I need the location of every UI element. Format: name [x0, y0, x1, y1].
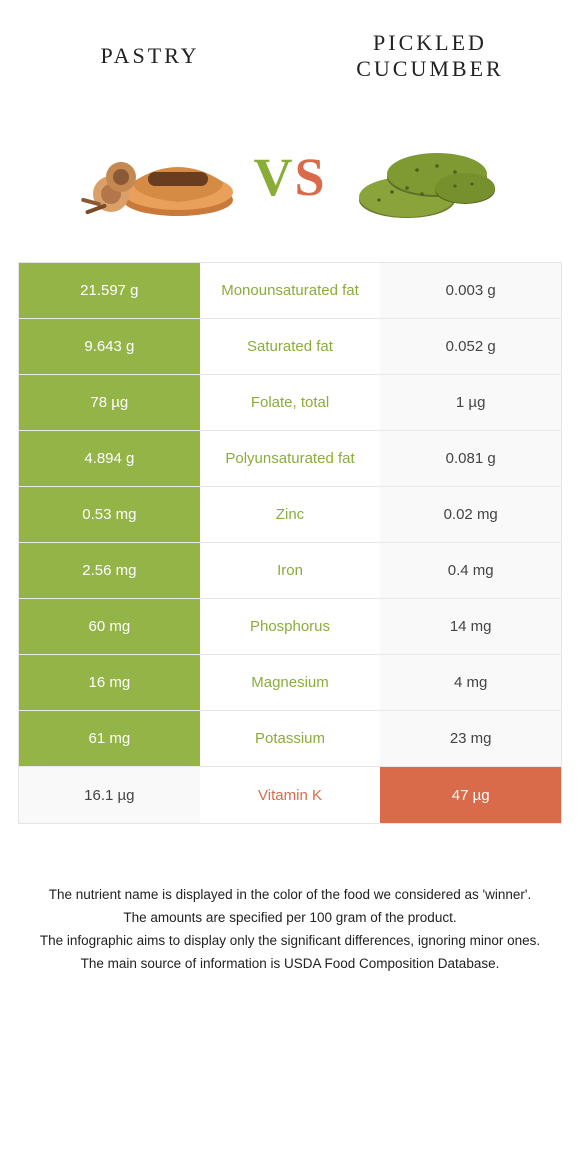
footnote-line: The infographic aims to display only the…: [30, 930, 550, 953]
left-value: 2.56 mg: [19, 543, 200, 598]
food-right-title: Pickled cucumber: [304, 30, 556, 82]
table-row: 16 mgMagnesium4 mg: [19, 655, 561, 711]
table-row: 60 mgPhosphorus14 mg: [19, 599, 561, 655]
right-value: 47 µg: [380, 767, 561, 823]
vs-row: VS: [0, 102, 580, 262]
food-left-title: Pastry: [24, 43, 276, 69]
left-value: 4.894 g: [19, 431, 200, 486]
nutrient-name: Vitamin K: [200, 767, 381, 823]
vs-v-letter: V: [253, 147, 294, 207]
nutrient-name: Phosphorus: [200, 599, 381, 654]
left-value: 16 mg: [19, 655, 200, 710]
left-value: 0.53 mg: [19, 487, 200, 542]
right-value: 1 µg: [380, 375, 561, 430]
table-row: 78 µgFolate, total1 µg: [19, 375, 561, 431]
right-value: 4 mg: [380, 655, 561, 710]
vs-s-letter: S: [294, 147, 326, 207]
pickle-image: [337, 122, 507, 232]
right-value: 14 mg: [380, 599, 561, 654]
footnote-line: The amounts are specified per 100 gram o…: [30, 907, 550, 930]
nutrient-name: Potassium: [200, 711, 381, 766]
left-value: 9.643 g: [19, 319, 200, 374]
left-value: 16.1 µg: [19, 767, 200, 823]
right-value: 0.081 g: [380, 431, 561, 486]
table-row: 61 mgPotassium23 mg: [19, 711, 561, 767]
table-row: 16.1 µgVitamin K47 µg: [19, 767, 561, 823]
right-value: 23 mg: [380, 711, 561, 766]
left-value: 60 mg: [19, 599, 200, 654]
table-row: 21.597 gMonounsaturated fat0.003 g: [19, 263, 561, 319]
right-value: 0.052 g: [380, 319, 561, 374]
pastry-image: [73, 122, 243, 232]
left-value: 78 µg: [19, 375, 200, 430]
left-value: 21.597 g: [19, 263, 200, 318]
nutrient-name: Polyunsaturated fat: [200, 431, 381, 486]
nutrient-name: Zinc: [200, 487, 381, 542]
footnote-line: The main source of information is USDA F…: [30, 953, 550, 976]
nutrient-name: Saturated fat: [200, 319, 381, 374]
left-value: 61 mg: [19, 711, 200, 766]
nutrient-name: Iron: [200, 543, 381, 598]
nutrient-name: Magnesium: [200, 655, 381, 710]
table-row: 2.56 mgIron0.4 mg: [19, 543, 561, 599]
table-row: 4.894 gPolyunsaturated fat0.081 g: [19, 431, 561, 487]
right-value: 0.4 mg: [380, 543, 561, 598]
right-value: 0.02 mg: [380, 487, 561, 542]
vs-label: VS: [253, 150, 326, 204]
footnotes: The nutrient name is displayed in the co…: [0, 824, 580, 996]
nutrient-table: 21.597 gMonounsaturated fat0.003 g9.643 …: [18, 262, 562, 824]
table-row: 0.53 mgZinc0.02 mg: [19, 487, 561, 543]
comparison-header: Pastry Pickled cucumber: [0, 0, 580, 102]
nutrient-name: Monounsaturated fat: [200, 263, 381, 318]
table-row: 9.643 gSaturated fat0.052 g: [19, 319, 561, 375]
right-value: 0.003 g: [380, 263, 561, 318]
nutrient-name: Folate, total: [200, 375, 381, 430]
footnote-line: The nutrient name is displayed in the co…: [30, 884, 550, 907]
